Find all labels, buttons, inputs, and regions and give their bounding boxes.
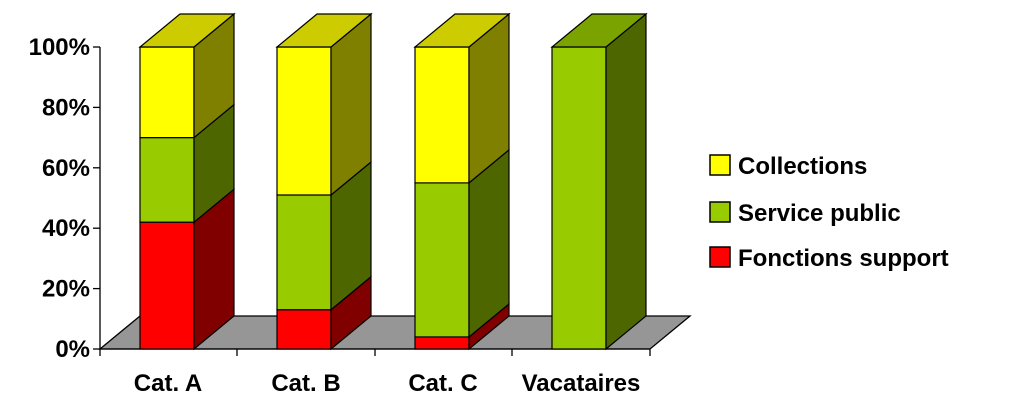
bar-segment-front xyxy=(414,182,470,338)
legend-item: Service public xyxy=(709,200,901,227)
legend: Collections Service public Fonctions suppo… xyxy=(704,139,1027,281)
bar-top-face xyxy=(138,13,236,48)
bar-segment-front xyxy=(414,336,470,350)
x-tick-label: Vacataires xyxy=(522,370,641,397)
y-tick-label: 20% xyxy=(42,276,90,303)
bar-segment-front xyxy=(276,46,332,196)
legend-item: Collections xyxy=(709,153,867,180)
x-axis-labels: Cat. A Cat. B Cat. C Vacataires xyxy=(134,370,641,397)
legend-swatch xyxy=(709,201,731,223)
bar-segment-front xyxy=(139,137,195,223)
legend-swatch xyxy=(709,246,731,268)
legend-swatch xyxy=(709,154,731,176)
x-tick-label: Cat. B xyxy=(271,370,340,397)
y-tick-label: 40% xyxy=(42,215,90,242)
bar-stack xyxy=(413,12,511,351)
bar-top-face xyxy=(275,13,373,48)
y-tick-label: 60% xyxy=(42,155,90,182)
legend-box xyxy=(704,139,1027,281)
y-tick-label: 100% xyxy=(29,34,90,61)
legend-label: Service public xyxy=(738,200,901,227)
x-tick-label: Cat. A xyxy=(134,370,202,397)
bar-top-face xyxy=(413,13,511,48)
bar-segment-front xyxy=(139,46,195,139)
y-tick-label: 0% xyxy=(55,336,90,363)
bar-stack xyxy=(138,12,236,351)
x-tick-label: Cat. C xyxy=(408,370,477,397)
legend-label: Collections xyxy=(738,153,867,180)
bar-stack xyxy=(550,12,648,351)
bar-segment-front xyxy=(139,221,195,350)
bars xyxy=(138,12,648,351)
bar-segment-front xyxy=(551,46,607,350)
legend-label: Fonctions support xyxy=(738,245,949,272)
y-tick-label: 80% xyxy=(42,94,90,121)
bar-stack xyxy=(275,12,373,351)
bar-segment-front xyxy=(276,309,332,350)
bar-top-face xyxy=(550,13,648,48)
bar-segment-side xyxy=(605,12,647,351)
bar-segment-front xyxy=(414,46,470,184)
bar-segment-front xyxy=(276,194,332,311)
legend-item: Fonctions support xyxy=(709,245,949,272)
